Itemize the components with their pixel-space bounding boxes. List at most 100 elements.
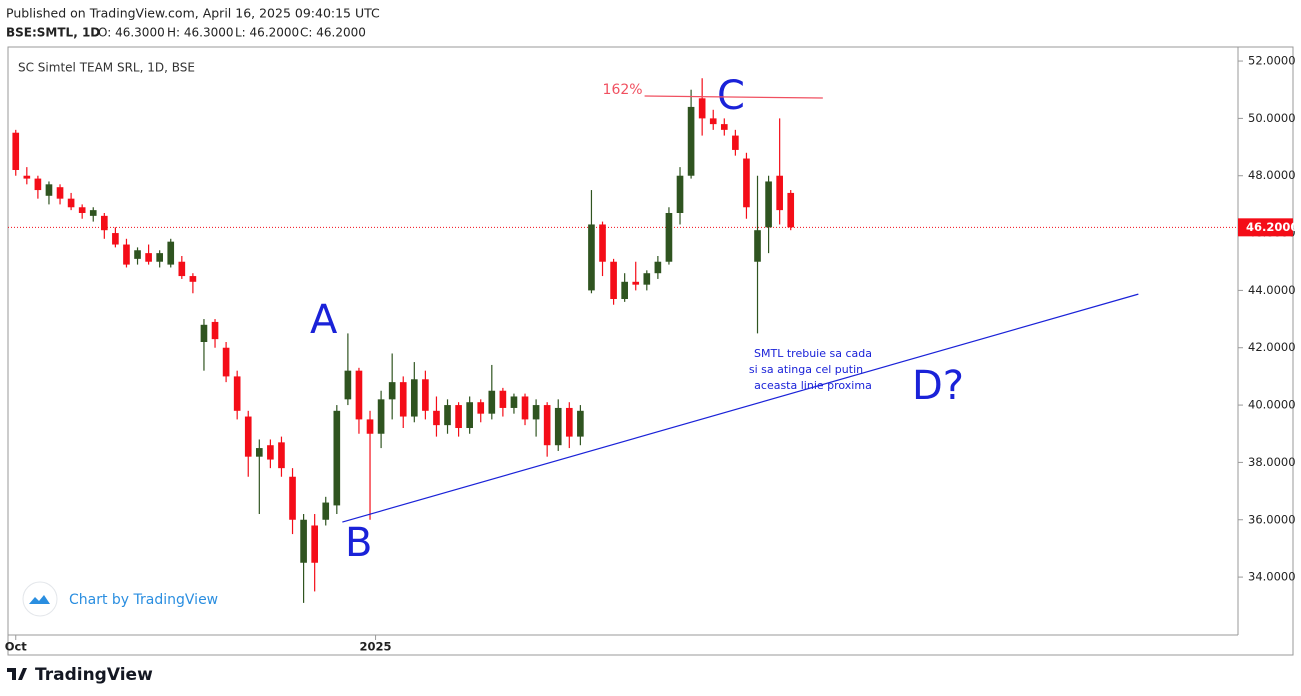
y-tick-label: 36.0000: [1248, 512, 1296, 526]
candle-body: [410, 379, 418, 417]
candle-body: [233, 376, 241, 411]
candle-body: [12, 132, 20, 170]
candle-body: [554, 407, 562, 446]
watermark-text: Chart by TradingView: [69, 592, 218, 608]
candle-body: [366, 419, 374, 434]
candle-body: [145, 253, 152, 262]
candle-body: [100, 215, 108, 231]
candle-body: [532, 405, 540, 420]
note: si sa atinga cel putin: [749, 363, 863, 376]
candle-body: [743, 158, 750, 208]
last-price-tag: [1238, 218, 1293, 237]
footer-logo: TradingView: [7, 665, 153, 685]
candle-body: [244, 416, 252, 457]
candle-body: [300, 519, 307, 563]
candle-body: [267, 445, 274, 460]
chart-title: SC Simtel TEAM SRL, 1D, BSE: [18, 61, 195, 75]
candle-body: [477, 402, 485, 414]
ohlc: O: 46.3000: [98, 26, 165, 40]
candle-body: [698, 98, 706, 119]
y-tick-label: 50.0000: [1248, 111, 1296, 125]
candle-body: [643, 273, 651, 285]
candle-body: [565, 407, 573, 437]
annotation: A: [310, 297, 338, 343]
candle-body: [34, 178, 42, 191]
candle-body: [676, 175, 684, 213]
candle-body: [388, 382, 396, 400]
candle-body: [134, 250, 141, 259]
candle-body: [311, 525, 318, 563]
x-tick-label: 2025: [360, 640, 392, 654]
note: aceasta linie proxima: [754, 379, 872, 392]
candle-body: [377, 399, 385, 434]
candle-body: [765, 181, 772, 228]
candle-body: [444, 405, 451, 426]
y-tick-label: 52.0000: [1248, 54, 1296, 68]
y-tick-label: 40.0000: [1248, 398, 1296, 412]
annotation: C: [717, 73, 745, 119]
candle-body: [399, 382, 407, 417]
candle-body: [189, 276, 197, 282]
candle-body: [543, 405, 551, 446]
frame: [7, 46, 1294, 656]
candle-body: [333, 410, 341, 506]
trendline: [342, 293, 1139, 523]
y-tick-label: 48.0000: [1248, 168, 1296, 182]
candle-body: [89, 210, 97, 216]
published: Published on TradingView.com, April 16, …: [6, 6, 380, 21]
candle-body: [67, 198, 75, 208]
annotation: B: [345, 520, 372, 566]
candle-body: [577, 410, 584, 437]
candle-body: [344, 370, 352, 400]
candle-body: [23, 175, 31, 179]
y-tick-label: 38.0000: [1248, 455, 1296, 469]
candle-body: [455, 405, 462, 429]
candle-body: [488, 390, 496, 414]
watermark-badge: [22, 581, 58, 617]
y-tick-label: 34.0000: [1248, 570, 1296, 584]
symbol: BSE:SMTL, 1D: [6, 26, 100, 40]
last-price-label: 46.2000: [1246, 220, 1298, 234]
x-tick-label: Oct: [5, 640, 28, 654]
candle-body: [776, 175, 783, 211]
candle-body: [422, 379, 429, 411]
candle-body: [355, 370, 363, 420]
logo-icon: [7, 668, 27, 680]
candle-body: [621, 281, 628, 299]
candle-body: [720, 124, 728, 130]
fib-line: [644, 95, 823, 99]
note: SMTL trebuie sa cada: [754, 347, 872, 360]
candle-body: [200, 324, 208, 343]
watermark-icon: [29, 595, 50, 604]
candle-body: [787, 192, 795, 228]
candle-body: [156, 253, 163, 262]
candle-body: [466, 402, 473, 429]
candle-body: [732, 135, 739, 150]
candle-body: [665, 212, 673, 262]
annotation: D?: [912, 363, 964, 409]
candle-body: [222, 347, 230, 377]
ohlc: H: 46.3000: [167, 26, 234, 40]
footer-text: TradingView: [35, 665, 153, 685]
candle-body: [510, 396, 518, 408]
candle-body: [632, 281, 640, 285]
candle-body: [255, 448, 263, 457]
candle-body: [45, 184, 53, 196]
candle-body: [687, 106, 695, 176]
candle-body: [588, 224, 595, 291]
candle-body: [178, 261, 186, 277]
ohlc: C: 46.2000: [300, 26, 366, 40]
candle-body: [211, 321, 219, 340]
candle-body: [521, 396, 529, 420]
candle-body: [610, 261, 617, 299]
y-tick-label: 44.0000: [1248, 283, 1296, 297]
candle-body: [123, 244, 130, 265]
candle-body: [322, 502, 330, 520]
candle-body: [599, 224, 606, 262]
fib-label: 162%: [603, 82, 643, 98]
candle-body: [709, 118, 717, 125]
candle-body: [499, 390, 507, 408]
candle-body: [654, 261, 662, 274]
candle-body: [754, 230, 761, 262]
candle-body: [433, 410, 440, 426]
